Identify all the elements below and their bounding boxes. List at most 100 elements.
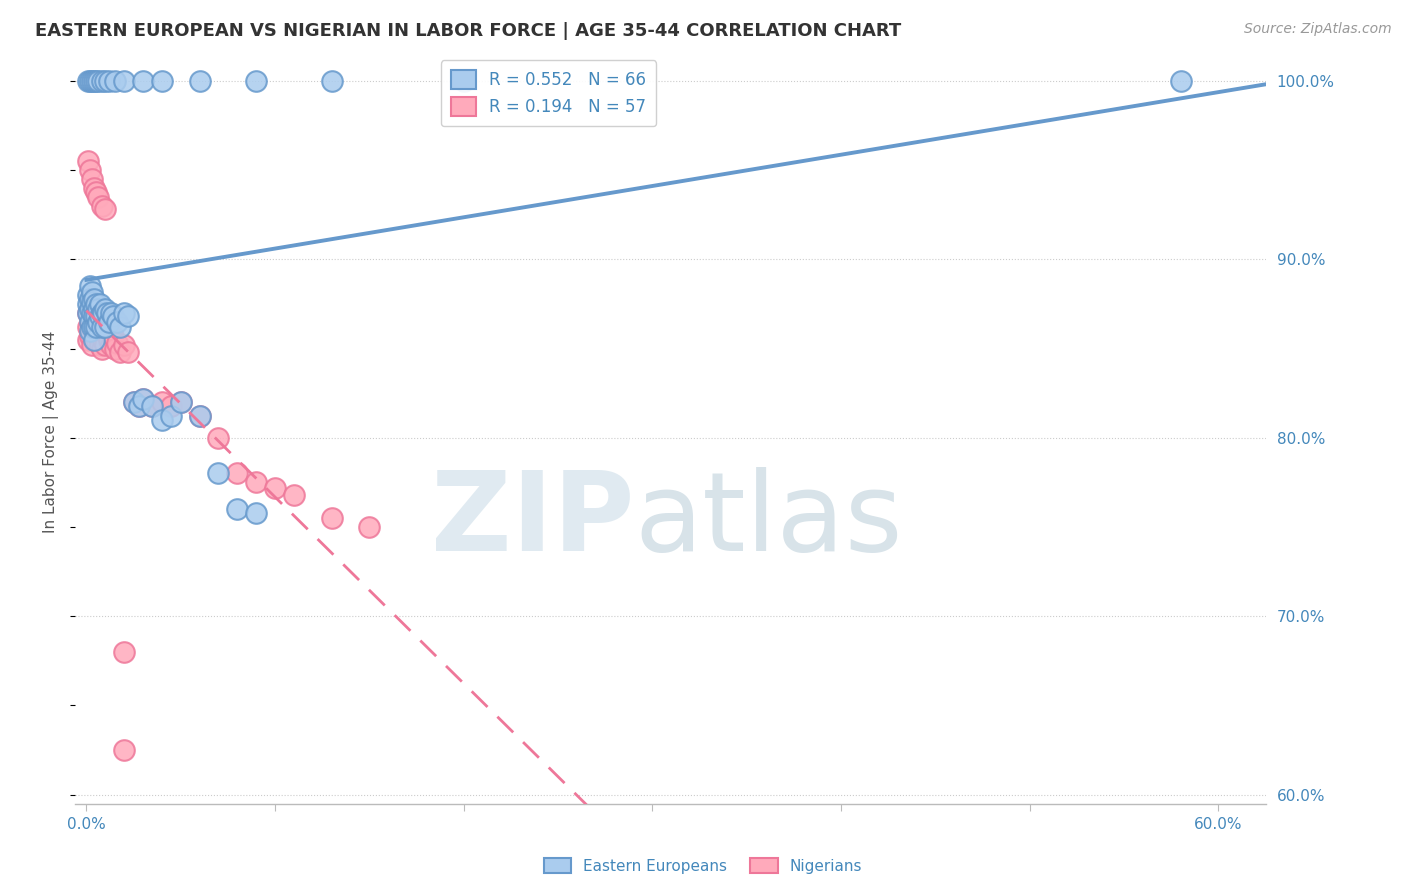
Point — [84, 297, 107, 311]
Point — [89, 324, 111, 338]
Point — [87, 329, 110, 343]
Point — [80, 74, 103, 88]
Point — [1170, 74, 1192, 88]
Point — [80, 310, 103, 324]
Legend: Eastern Europeans, Nigerians: Eastern Europeans, Nigerians — [537, 852, 869, 880]
Point — [264, 481, 287, 495]
Point — [87, 315, 110, 329]
Point — [83, 292, 105, 306]
Point — [226, 502, 249, 516]
Point — [104, 74, 127, 88]
Y-axis label: In Labor Force | Age 35-44: In Labor Force | Age 35-44 — [44, 330, 59, 533]
Point — [79, 302, 101, 317]
Point — [80, 324, 103, 338]
Point — [128, 399, 150, 413]
Point — [93, 306, 115, 320]
Point — [77, 154, 100, 169]
Point — [79, 329, 101, 343]
Point — [141, 399, 163, 413]
Point — [84, 185, 107, 199]
Point — [94, 74, 117, 88]
Point — [83, 333, 105, 347]
Point — [84, 310, 107, 324]
Point — [117, 310, 139, 324]
Point — [105, 315, 128, 329]
Point — [84, 320, 107, 334]
Point — [112, 338, 135, 352]
Point — [77, 288, 100, 302]
Point — [94, 324, 117, 338]
Point — [83, 181, 105, 195]
Point — [79, 279, 101, 293]
Point — [321, 74, 343, 88]
Point — [83, 302, 105, 317]
Point — [122, 395, 145, 409]
Point — [89, 310, 111, 324]
Point — [83, 74, 105, 88]
Point — [79, 302, 101, 317]
Point — [101, 310, 124, 324]
Point — [77, 320, 100, 334]
Point — [94, 302, 117, 317]
Point — [83, 320, 105, 334]
Point — [77, 306, 100, 320]
Point — [150, 395, 173, 409]
Point — [359, 520, 381, 534]
Point — [132, 74, 155, 88]
Point — [122, 395, 145, 409]
Point — [89, 338, 111, 352]
Point — [245, 74, 267, 88]
Point — [188, 409, 211, 424]
Point — [90, 342, 112, 356]
Point — [117, 345, 139, 359]
Point — [105, 336, 128, 351]
Point — [83, 310, 105, 324]
Point — [207, 467, 229, 481]
Point — [128, 399, 150, 413]
Point — [87, 190, 110, 204]
Point — [80, 295, 103, 310]
Point — [226, 467, 249, 481]
Point — [188, 409, 211, 424]
Point — [90, 320, 112, 334]
Point — [96, 306, 118, 320]
Point — [80, 306, 103, 320]
Text: ZIP: ZIP — [432, 467, 634, 574]
Point — [96, 327, 118, 342]
Point — [98, 74, 121, 88]
Point — [84, 333, 107, 347]
Point — [94, 338, 117, 352]
Point — [98, 333, 121, 347]
Point — [207, 431, 229, 445]
Point — [79, 315, 101, 329]
Point — [112, 306, 135, 320]
Point — [283, 488, 305, 502]
Text: Source: ZipAtlas.com: Source: ZipAtlas.com — [1244, 22, 1392, 37]
Point — [84, 74, 107, 88]
Point — [87, 74, 110, 88]
Point — [453, 74, 475, 88]
Point — [170, 395, 193, 409]
Point — [160, 399, 183, 413]
Point — [112, 645, 135, 659]
Point — [79, 292, 101, 306]
Point — [77, 74, 100, 88]
Point — [100, 306, 122, 320]
Point — [80, 338, 103, 352]
Point — [112, 743, 135, 757]
Point — [100, 338, 122, 352]
Point — [93, 333, 115, 347]
Point — [245, 475, 267, 490]
Point — [150, 413, 173, 427]
Point — [98, 315, 121, 329]
Point — [90, 74, 112, 88]
Point — [141, 399, 163, 413]
Point — [80, 172, 103, 186]
Point — [79, 163, 101, 178]
Point — [79, 315, 101, 329]
Point — [80, 320, 103, 334]
Point — [77, 297, 100, 311]
Point — [77, 306, 100, 320]
Point — [160, 409, 183, 424]
Point — [112, 74, 135, 88]
